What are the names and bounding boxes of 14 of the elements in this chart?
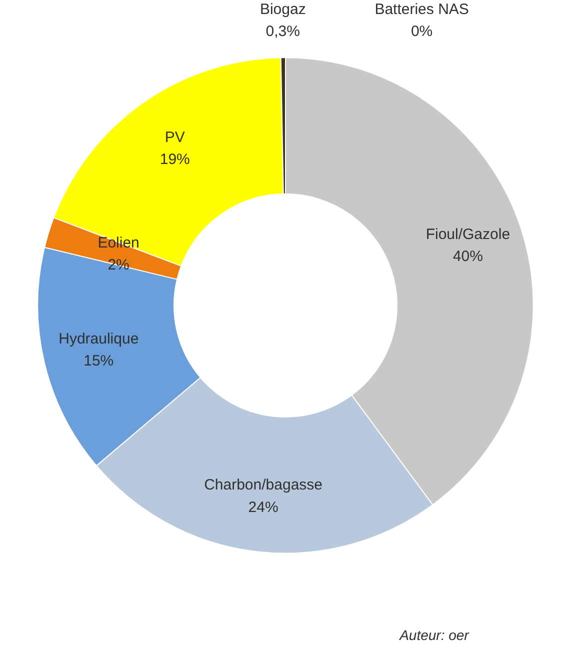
slice-label: PV <box>164 128 185 146</box>
slice-label: Charbon/bagasse <box>204 476 323 494</box>
slice-label: Hydraulique <box>58 330 139 348</box>
text: 0% <box>410 22 433 40</box>
slice-label: Fioul/Gazole <box>426 226 510 243</box>
data-label: 15% <box>84 352 114 370</box>
text: Auteur: oer <box>398 627 470 644</box>
slice-label: Biogaz <box>260 0 306 18</box>
data-label: 24% <box>248 498 278 516</box>
category-label: Batteries NAS <box>374 0 469 18</box>
data-label: 0,3% <box>266 22 300 40</box>
data-label: 19% <box>160 150 190 168</box>
data-label: 2% <box>108 256 130 274</box>
data-label: 40% <box>452 248 483 265</box>
